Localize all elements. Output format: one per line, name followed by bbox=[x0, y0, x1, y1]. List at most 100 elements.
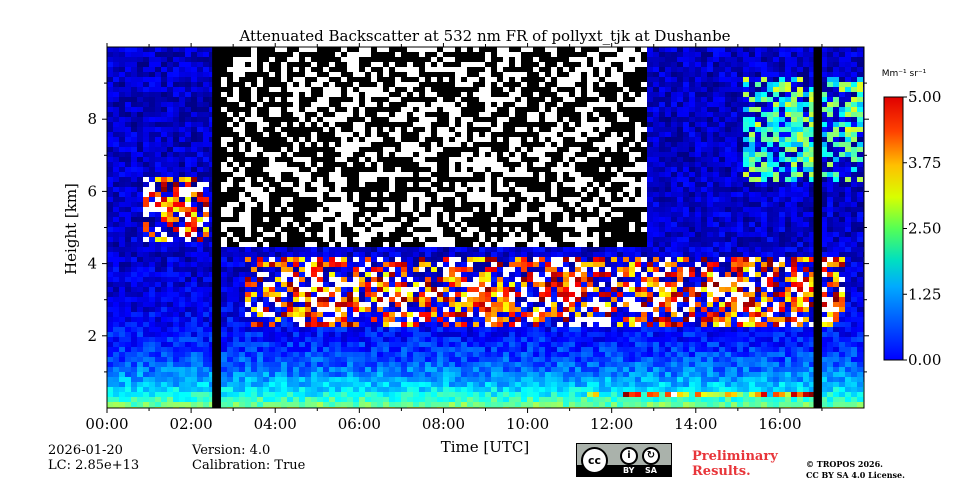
heatmap-cell bbox=[431, 387, 437, 392]
heatmap-cell bbox=[575, 197, 581, 202]
heatmap-cell bbox=[413, 92, 419, 97]
heatmap-cell bbox=[335, 257, 341, 262]
heatmap-cell bbox=[131, 397, 137, 402]
heatmap-cell bbox=[167, 252, 173, 257]
heatmap-cell bbox=[473, 362, 479, 367]
heatmap-cell bbox=[161, 102, 167, 107]
heatmap-cell bbox=[515, 367, 521, 372]
heatmap-cell bbox=[155, 227, 161, 232]
heatmap-cell bbox=[155, 307, 161, 312]
heatmap-cell bbox=[161, 227, 167, 232]
heatmap-cell bbox=[389, 257, 395, 262]
heatmap-cell bbox=[437, 247, 443, 252]
heatmap-cell bbox=[593, 362, 599, 367]
heatmap-cell bbox=[173, 392, 179, 397]
heatmap-cell bbox=[623, 147, 629, 152]
heatmap-cell bbox=[137, 317, 143, 322]
heatmap-cell bbox=[263, 317, 269, 322]
heatmap-cell bbox=[341, 47, 347, 52]
heatmap-cell bbox=[161, 282, 167, 287]
heatmap-cell bbox=[611, 292, 617, 297]
heatmap-cell bbox=[383, 322, 389, 327]
heatmap-cell bbox=[227, 357, 233, 362]
heatmap-cell bbox=[185, 377, 191, 382]
heatmap-cell bbox=[323, 332, 329, 337]
heatmap-cell bbox=[371, 157, 377, 162]
heatmap-cell bbox=[485, 402, 491, 407]
heatmap-cell bbox=[143, 67, 149, 72]
heatmap-cell bbox=[293, 307, 299, 312]
heatmap-cell bbox=[359, 127, 365, 132]
heatmap-cell bbox=[323, 262, 329, 267]
heatmap-cell bbox=[143, 222, 149, 227]
heatmap-cell bbox=[161, 62, 167, 67]
heatmap-cell bbox=[473, 372, 479, 377]
heatmap-cell bbox=[581, 282, 587, 287]
heatmap-cell bbox=[287, 57, 293, 62]
heatmap-cell bbox=[473, 347, 479, 352]
heatmap-cell bbox=[503, 347, 509, 352]
heatmap-cell bbox=[119, 142, 125, 147]
heatmap-cell bbox=[545, 327, 551, 332]
heatmap-cell bbox=[173, 47, 179, 52]
heatmap-cell bbox=[119, 317, 125, 322]
heatmap-cell bbox=[479, 272, 485, 277]
heatmap-cell bbox=[227, 332, 233, 337]
heatmap-cell bbox=[239, 387, 245, 392]
heatmap-cell bbox=[461, 162, 467, 167]
heatmap-cell bbox=[137, 372, 143, 377]
heatmap-cell bbox=[485, 337, 491, 342]
heatmap-cell bbox=[191, 177, 197, 182]
heatmap-cell bbox=[305, 267, 311, 272]
heatmap-cell bbox=[203, 187, 209, 192]
heatmap-cell bbox=[179, 292, 185, 297]
heatmap-cell bbox=[617, 307, 623, 312]
heatmap-cell bbox=[641, 362, 647, 367]
heatmap-cell bbox=[185, 172, 191, 177]
heatmap-cell bbox=[485, 387, 491, 392]
heatmap-cell bbox=[179, 362, 185, 367]
heatmap-cell bbox=[131, 157, 137, 162]
heatmap-cell bbox=[623, 397, 629, 402]
heatmap-cell bbox=[575, 137, 581, 142]
heatmap-cell bbox=[239, 352, 245, 357]
heatmap-cell bbox=[341, 212, 347, 217]
heatmap-cell bbox=[485, 362, 491, 367]
heatmap-cell bbox=[335, 132, 341, 137]
heatmap-cell bbox=[359, 372, 365, 377]
heatmap-cell bbox=[485, 112, 491, 117]
heatmap-cell bbox=[347, 202, 353, 207]
heatmap-cell bbox=[521, 372, 527, 377]
heatmap-cell bbox=[389, 222, 395, 227]
heatmap-cell bbox=[107, 157, 113, 162]
heatmap-cell bbox=[197, 237, 203, 242]
heatmap-cell bbox=[167, 207, 173, 212]
heatmap-cell bbox=[299, 257, 305, 262]
heatmap-cell bbox=[335, 207, 341, 212]
heatmap-cell bbox=[557, 82, 563, 87]
heatmap-cell bbox=[545, 362, 551, 367]
heatmap-cell bbox=[293, 247, 299, 252]
heatmap-cell bbox=[641, 317, 647, 322]
heatmap-cell bbox=[269, 327, 275, 332]
heatmap-cell bbox=[581, 357, 587, 362]
heatmap-cell bbox=[185, 332, 191, 337]
heatmap-cell bbox=[245, 222, 251, 227]
heatmap-cell bbox=[239, 402, 245, 407]
heatmap-cell bbox=[149, 232, 155, 237]
heatmap-cell bbox=[515, 342, 521, 347]
heatmap-cell bbox=[539, 197, 545, 202]
heatmap-cell bbox=[107, 122, 113, 127]
heatmap-cell bbox=[197, 387, 203, 392]
heatmap-cell bbox=[257, 317, 263, 322]
heatmap-cell bbox=[425, 47, 431, 52]
heatmap-cell bbox=[143, 277, 149, 282]
heatmap-cell bbox=[497, 127, 503, 132]
heatmap-cell bbox=[419, 107, 425, 112]
heatmap-cell bbox=[221, 277, 227, 282]
heatmap-cell bbox=[311, 72, 317, 77]
heatmap-cell bbox=[209, 332, 215, 337]
heatmap-cell bbox=[473, 357, 479, 362]
heatmap-cell bbox=[173, 262, 179, 267]
heatmap-cell bbox=[131, 72, 137, 77]
